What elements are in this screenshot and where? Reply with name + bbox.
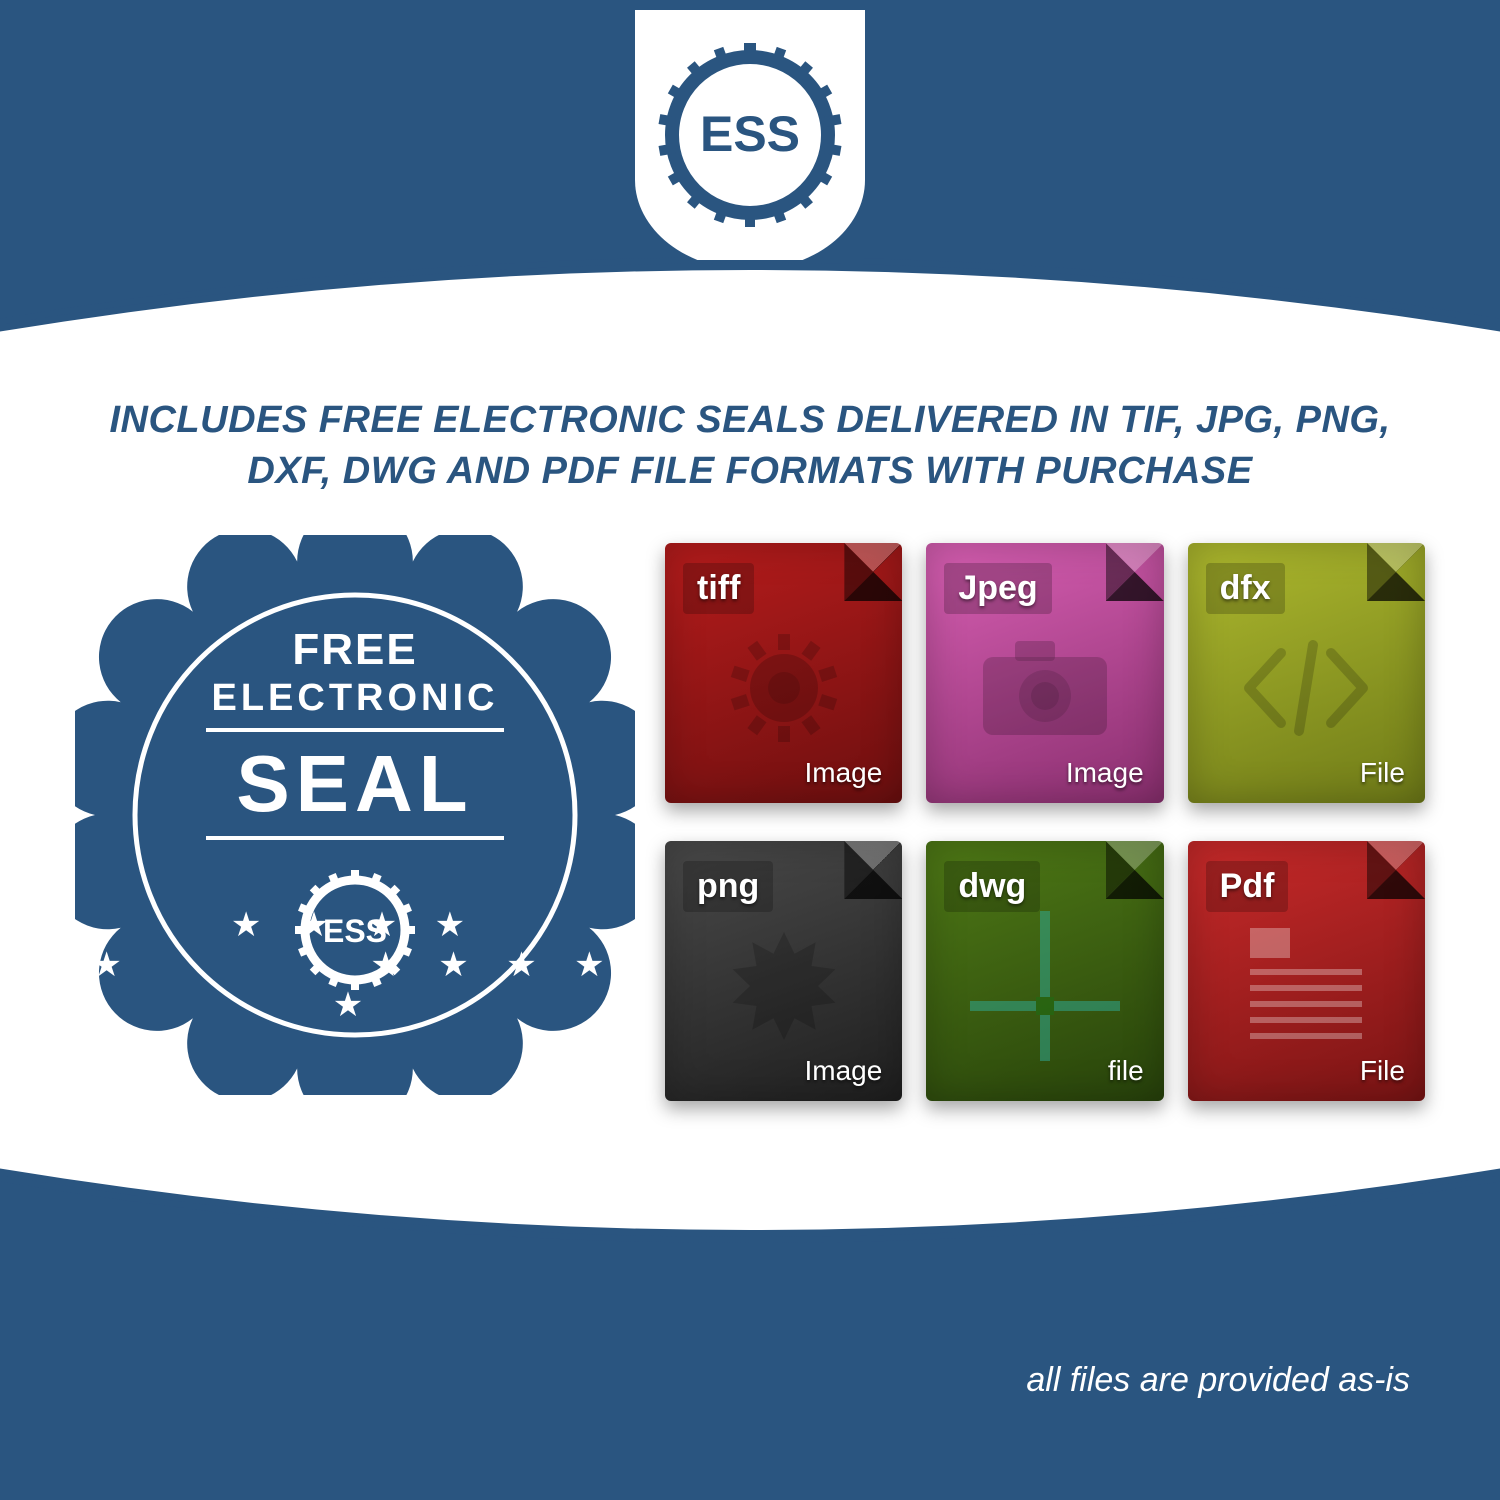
- file-icon-pdf: Pdf File: [1188, 841, 1425, 1101]
- bottom-band: [0, 1160, 1500, 1500]
- file-art-icon: [1188, 921, 1425, 1051]
- file-icon-jpeg: Jpeg Image: [926, 543, 1163, 803]
- file-kind-label: File: [1360, 1055, 1405, 1087]
- file-icon-dfx: dfx File: [1188, 543, 1425, 803]
- content-row: FREE ELECTRONIC SEAL ESS ★ ★ ★ ★ ★ ★ ★ ★…: [75, 535, 1425, 1115]
- file-art-icon: [665, 921, 902, 1051]
- file-format-label: dfx: [1206, 563, 1285, 614]
- file-icon-grid: tiff Image Jpeg Image dfx File png Image: [665, 535, 1425, 1115]
- file-format-label: Jpeg: [944, 563, 1051, 614]
- seal-line1: FREE: [292, 625, 417, 675]
- seal-badge: FREE ELECTRONIC SEAL ESS ★ ★ ★ ★ ★ ★ ★ ★…: [75, 535, 635, 1095]
- logo-text: ESS: [700, 106, 800, 162]
- file-icon-png: png Image: [665, 841, 902, 1101]
- seal-stars: ★ ★ ★ ★ ★ ★ ★ ★ ★ ★: [75, 905, 635, 1025]
- file-kind-label: Image: [1066, 757, 1144, 789]
- headline-text: INCLUDES FREE ELECTRONIC SEALS DELIVERED…: [70, 395, 1430, 498]
- file-art-icon: [1188, 623, 1425, 753]
- file-icon-dwg: dwg file: [926, 841, 1163, 1101]
- file-format-label: dwg: [944, 861, 1040, 912]
- file-format-label: tiff: [683, 563, 754, 614]
- seal-line3: SEAL: [206, 728, 503, 840]
- file-kind-label: File: [1360, 757, 1405, 789]
- file-art-icon: [665, 623, 902, 753]
- file-kind-label: Image: [805, 757, 883, 789]
- footer-note: all files are provided as-is: [1026, 1361, 1410, 1400]
- file-art-icon: [926, 623, 1163, 753]
- file-kind-label: file: [1108, 1055, 1144, 1087]
- file-format-label: png: [683, 861, 773, 912]
- file-art-icon: [926, 921, 1163, 1051]
- seal-line2: ELECTRONIC: [212, 677, 499, 720]
- ess-logo: ESS: [635, 10, 865, 260]
- file-icon-tiff: tiff Image: [665, 543, 902, 803]
- file-kind-label: Image: [805, 1055, 883, 1087]
- file-format-label: Pdf: [1206, 861, 1289, 912]
